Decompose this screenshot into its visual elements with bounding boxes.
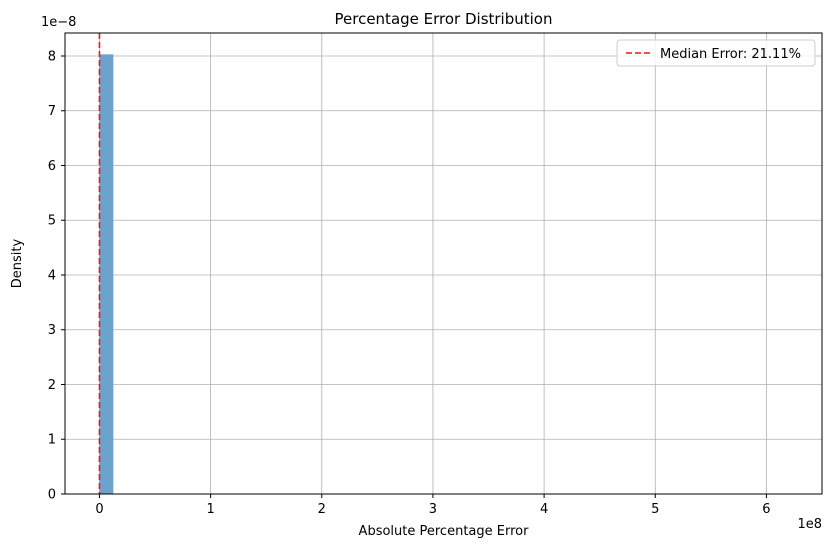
- legend: Median Error: 21.11%: [616, 39, 816, 67]
- y-tick-label: 1: [48, 433, 56, 448]
- histogram-bar: [99, 54, 114, 495]
- x-tick-label: 2: [318, 502, 326, 517]
- x-axis-label: Absolute Percentage Error: [359, 524, 530, 539]
- y-axis-label: Density: [10, 238, 25, 288]
- grid-layer: [65, 33, 822, 495]
- y-tick-label: 6: [48, 159, 56, 174]
- legend-box: [616, 39, 816, 67]
- y-tick-label: 5: [48, 214, 56, 229]
- x-tick-label: 0: [95, 502, 103, 517]
- y-axis-offset-label: 1e−8: [41, 15, 76, 30]
- legend-median-label: Median Error: 21.11%: [660, 47, 801, 62]
- x-axis-offset-label: 1e8: [797, 517, 822, 532]
- y-tick-label: 3: [48, 323, 56, 338]
- axes-frame: [64, 32, 823, 495]
- chart-title: Percentage Error Distribution: [335, 10, 553, 28]
- y-tick-label: 2: [48, 378, 56, 393]
- y-tick-label: 0: [48, 488, 56, 503]
- x-tick-label: 3: [429, 502, 437, 517]
- tick-layer: 0 1 2 3 4 5 6 0 1 2 3 4 5 6 7 8: [48, 49, 771, 517]
- x-tick-label: 5: [651, 502, 659, 517]
- x-tick-label: 1: [206, 502, 214, 517]
- y-tick-label: 7: [48, 104, 56, 119]
- bar-layer: [99, 54, 114, 495]
- x-tick-label: 6: [762, 502, 770, 517]
- x-tick-label: 4: [540, 502, 548, 517]
- y-tick-label: 4: [48, 268, 56, 283]
- y-tick-label: 8: [48, 49, 56, 64]
